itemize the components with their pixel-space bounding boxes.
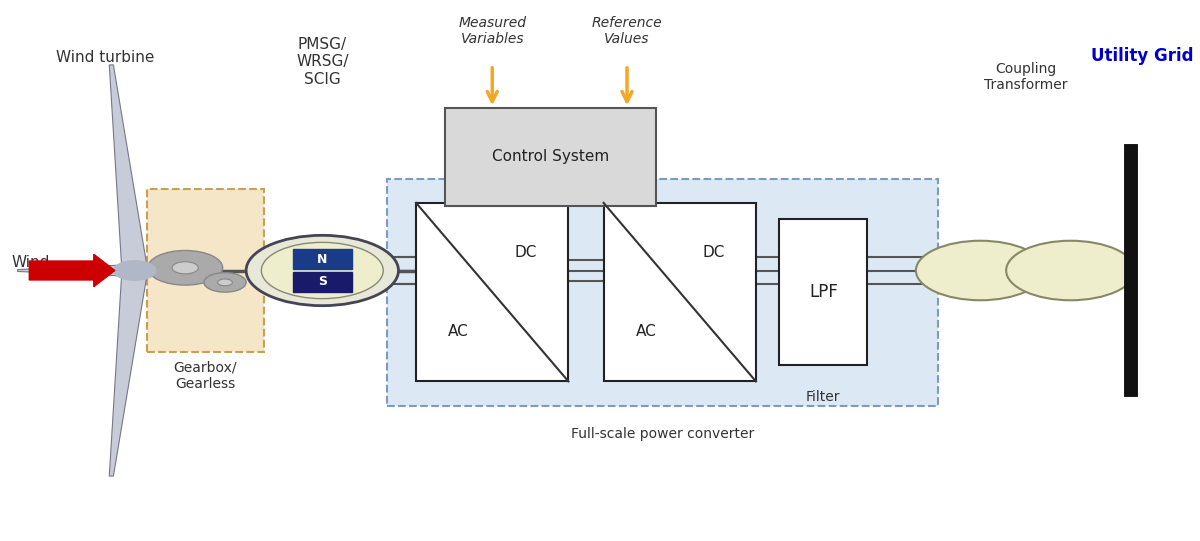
Circle shape: [148, 250, 223, 285]
Text: Coupling
Transformer: Coupling Transformer: [984, 62, 1067, 92]
Circle shape: [1006, 241, 1135, 300]
Text: N: N: [317, 253, 328, 266]
Circle shape: [204, 273, 246, 292]
Circle shape: [114, 261, 156, 280]
Text: AC: AC: [449, 324, 469, 339]
FancyBboxPatch shape: [445, 108, 656, 206]
FancyBboxPatch shape: [146, 189, 264, 352]
Polygon shape: [109, 65, 148, 271]
Text: Utility Grid: Utility Grid: [1092, 47, 1194, 65]
FancyBboxPatch shape: [293, 272, 352, 292]
Text: PMSG/
WRSG/
SCIG: PMSG/ WRSG/ SCIG: [296, 37, 348, 87]
FancyBboxPatch shape: [386, 179, 937, 406]
Polygon shape: [18, 265, 134, 276]
Text: Full-scale power converter: Full-scale power converter: [570, 427, 754, 441]
Text: LPF: LPF: [809, 283, 838, 301]
Text: Gearbox/
Gearless: Gearbox/ Gearless: [173, 361, 236, 391]
Circle shape: [217, 279, 233, 286]
Circle shape: [916, 241, 1045, 300]
Text: Filter: Filter: [806, 390, 840, 404]
Text: Wind turbine: Wind turbine: [56, 50, 155, 65]
Text: Wind: Wind: [12, 255, 50, 270]
Text: AC: AC: [636, 324, 656, 339]
Text: DC: DC: [515, 246, 536, 260]
FancyBboxPatch shape: [293, 249, 352, 269]
Text: Control System: Control System: [492, 149, 610, 164]
FancyBboxPatch shape: [416, 203, 569, 381]
Text: DC: DC: [702, 246, 725, 260]
Polygon shape: [109, 270, 148, 476]
FancyArrow shape: [29, 254, 115, 287]
Text: S: S: [318, 275, 326, 288]
FancyBboxPatch shape: [604, 203, 756, 381]
Text: Reference
Values: Reference Values: [592, 16, 662, 47]
Text: Measured
Variables: Measured Variables: [458, 16, 527, 47]
Circle shape: [262, 242, 383, 299]
Circle shape: [246, 235, 398, 306]
FancyBboxPatch shape: [779, 219, 868, 365]
Circle shape: [172, 262, 198, 274]
